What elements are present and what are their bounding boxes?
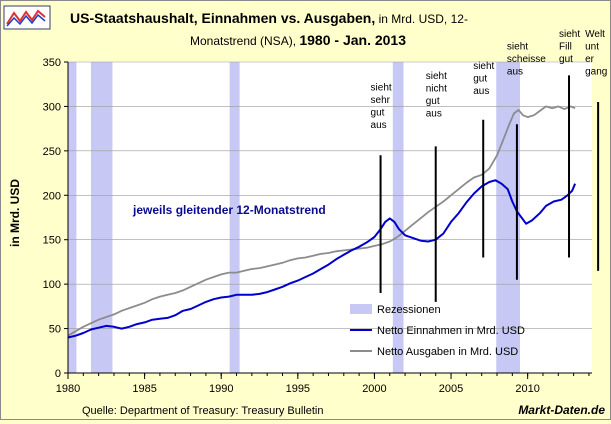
logo-icon [3,5,51,30]
annotation-text: nicht [426,83,447,94]
recession-band [229,62,240,373]
y-tick-label: 100 [43,279,61,291]
y-tick-label: 250 [43,146,61,158]
grid-lines [68,61,592,329]
legend-label-spending: Netto Ausgaben in Mrd. USD [377,346,518,358]
x-tick-label: 2005 [439,383,463,395]
chart-subtitle: Monatstrend (NSA), 1980 - Jan. 2013 [190,32,406,48]
title-main: US-Staatshaushalt, Einnahmen vs. Ausgabe… [70,10,375,26]
series-line-spending [67,105,576,337]
annotation-text: aus [426,108,442,119]
recession-band [496,62,520,373]
y-ticks: 0 50 100 150 200 250 300 350 [43,57,68,380]
title-range: 1980 - Jan. 2013 [299,32,406,48]
annotation-text: gut [371,107,385,118]
annotation-text: aus [507,67,523,78]
recession-band [68,62,77,373]
annotation-text: unt [585,42,599,53]
annotation-text: Fill [559,42,572,53]
y-tick-label: 150 [43,235,61,247]
annotation-text: gut [426,96,440,107]
annotation-text: aus [371,120,387,131]
annotation-text: sehr [371,95,391,106]
x-tick-label: 1985 [132,383,156,395]
x-tick-label: 2000 [362,383,386,395]
annotation-text: er [585,54,595,65]
source-note: Quelle: Department of Treasury: Treasury… [82,405,324,417]
annotation-texts: siehtsehrgutaussiehtnichtgutaussiehtguta… [371,29,608,131]
annotation-text: scheisse [507,54,546,65]
recession-band [392,62,404,373]
x-tick-label: 1995 [286,383,310,395]
title-line2-pre: Monatstrend (NSA), [190,34,299,48]
annotation-text: sieht [507,42,528,53]
annotation-text: sieht [559,29,580,40]
chart-title: US-Staatshaushalt, Einnahmen vs. Ausgabe… [70,10,468,26]
y-tick-label: 200 [43,190,61,202]
y-tick-label: 350 [43,57,61,69]
inline-label: jeweils gleitender 12-Monatstrend [132,203,326,217]
x-tick-label: 1980 [56,383,80,395]
annotation-text: gut [559,54,573,65]
annotation-text: sieht [426,71,447,82]
annotation-text: aus [473,86,489,97]
x-tick-label: 2010 [515,383,539,395]
y-tick-label: 0 [55,368,61,380]
legend-label-revenue: Netto Einnahmen in Mrd. USD [377,325,525,337]
x-tick-label: 1990 [209,383,233,395]
annotation-lines [379,75,600,302]
x-ticks: 1980 1985 1990 1995 2000 2005 2010 [56,373,590,395]
y-axis-label: in Mrd. USD [8,179,22,247]
annotation-text: Welt [585,29,605,40]
y-tick-label: 300 [43,101,61,113]
annotation-text: gut [473,74,487,85]
annotation-text: sieht [371,82,392,93]
annotation-text: gang [585,67,607,78]
recession-bands [68,62,520,373]
recession-band [90,62,113,373]
series-layer [67,105,577,339]
annotation-text: sieht [473,61,494,72]
legend-label-recession: Rezessionen [377,304,441,316]
y-tick-label: 50 [49,324,61,336]
legend: Rezessionen Netto Einnahmen in Mrd. USD … [350,304,525,358]
legend-swatch-recession [350,304,372,314]
series-line-revenue [67,179,577,339]
brand-label: Markt-Daten.de [518,403,605,417]
title-unit: in Mrd. USD, 12- [375,12,468,26]
